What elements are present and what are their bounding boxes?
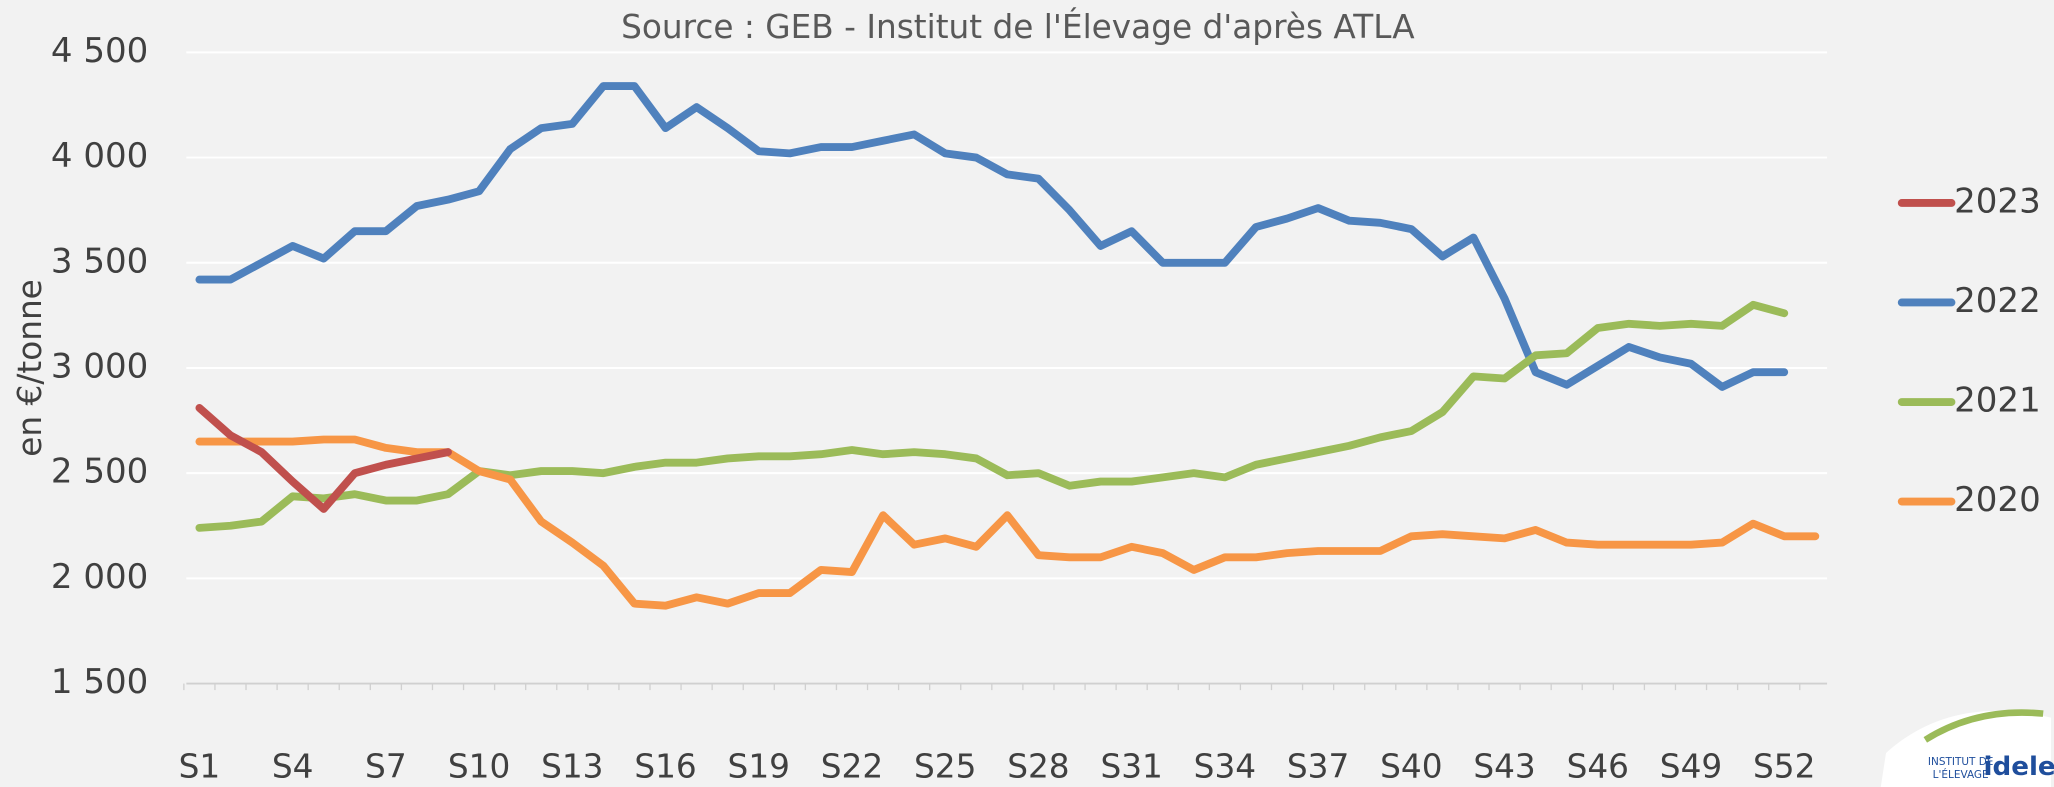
x-tick-label: S22 xyxy=(821,748,883,786)
x-tick-label: S40 xyxy=(1380,748,1442,786)
y-tick-label: 3 000 xyxy=(51,346,148,386)
y-axis-label: en €/tonne xyxy=(11,279,49,457)
logo-brand: idele xyxy=(1983,752,2054,782)
x-tick-label: S4 xyxy=(272,748,314,786)
x-tick-label: S34 xyxy=(1194,748,1256,786)
x-tick-label: S31 xyxy=(1100,748,1162,786)
y-tick-label: 4 000 xyxy=(51,136,148,176)
legend-label: 2021 xyxy=(1954,381,2041,421)
legend-label: 2020 xyxy=(1954,480,2041,520)
y-tick-label: 1 500 xyxy=(51,662,148,702)
series-line xyxy=(195,404,452,513)
x-tick-label: S7 xyxy=(365,748,407,786)
x-tick-label: S37 xyxy=(1287,748,1349,786)
logo-line2: L'ÉLEVAGE xyxy=(1933,768,1989,781)
x-tick-label: S28 xyxy=(1007,748,1069,786)
x-tick-label: S16 xyxy=(634,748,696,786)
x-tick-label: S1 xyxy=(179,748,221,786)
chart-title: Source : GEB - Institut de l'Élevage d'a… xyxy=(621,8,1415,46)
x-tick-label: S10 xyxy=(448,748,510,786)
x-tick-label: S49 xyxy=(1660,748,1722,786)
x-tick-label: S19 xyxy=(728,748,790,786)
x-tick-label: S52 xyxy=(1753,748,1815,786)
series-line xyxy=(195,435,1820,610)
logo-bg xyxy=(1880,710,2052,787)
y-tick-label: 2 500 xyxy=(51,452,148,492)
series-line xyxy=(195,300,1789,532)
logo-line1: INSTITUT DE xyxy=(1928,756,1994,768)
logo-swoosh xyxy=(1923,709,2044,743)
y-tick-label: 2 000 xyxy=(51,557,148,597)
x-tick-label: S25 xyxy=(914,748,976,786)
logo: INSTITUT DE L'ÉLEVAGE idele xyxy=(1880,709,2054,787)
x-tick-label: S46 xyxy=(1567,748,1629,786)
series-line xyxy=(195,82,1789,391)
y-tick-label: 4 500 xyxy=(51,31,148,71)
legend-label: 2022 xyxy=(1954,281,2041,321)
y-tick-label: 3 500 xyxy=(51,241,148,281)
legend-label: 2023 xyxy=(1954,181,2041,221)
x-tick-label: S13 xyxy=(541,748,603,786)
x-tick-label: S43 xyxy=(1473,748,1535,786)
